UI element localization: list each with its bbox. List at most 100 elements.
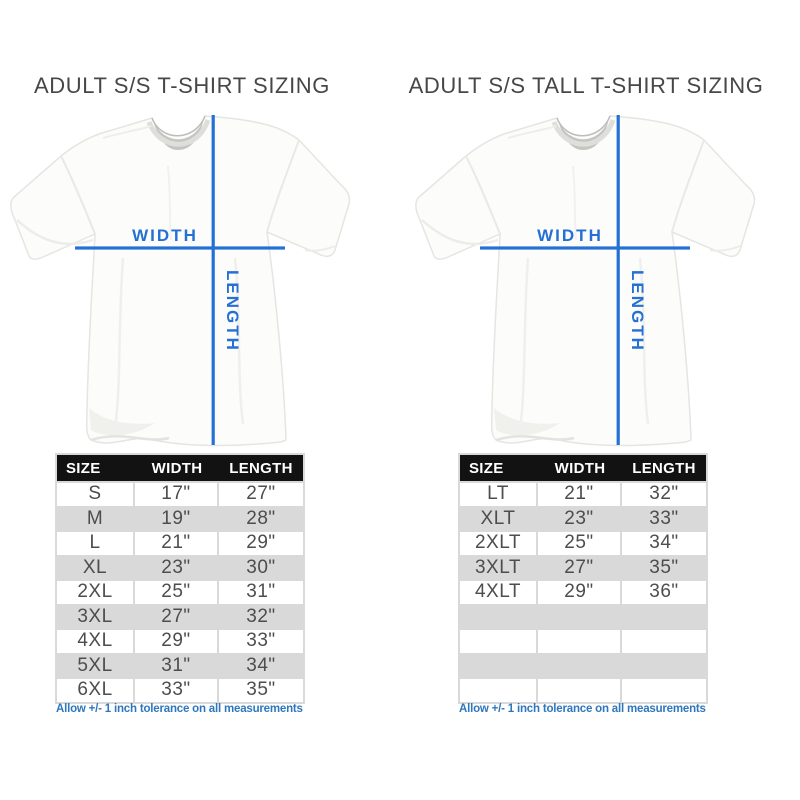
left-panel-title: ADULT S/S T-SHIRT SIZING — [34, 73, 330, 98]
length-cell: 31" — [219, 581, 303, 604]
column-header-size: SIZE — [469, 459, 504, 477]
table-body: LT 21" 32" XLT 23" 33" 2XLT 25" 34" — [460, 483, 706, 702]
size-cell — [460, 679, 536, 702]
length-cell — [622, 630, 706, 653]
size-cell: S — [57, 483, 133, 506]
right-panel-title: ADULT S/S TALL T-SHIRT SIZING — [408, 73, 764, 98]
length-cell: 30" — [219, 556, 303, 579]
length-cell: 34" — [219, 654, 303, 677]
width-cell: 33" — [135, 679, 217, 702]
size-cell — [460, 605, 536, 628]
tolerance-note-right: Allow +/- 1 inch tolerance on all measur… — [459, 703, 706, 715]
length-cell: 33" — [622, 507, 706, 530]
length-cell — [622, 679, 706, 702]
tshirt-measurement-diagram-left: WIDTH LENGTH — [3, 108, 355, 453]
length-cell: 34" — [622, 532, 706, 555]
table-row: XL 23" 30" — [57, 556, 303, 579]
width-cell: 29" — [135, 630, 217, 653]
sizing-table-tall: SIZE WIDTH LENGTH LT 21" 32" XLT 23" 33" — [458, 453, 708, 704]
table-row — [460, 679, 706, 702]
width-cell: 23" — [538, 507, 620, 530]
width-cell — [538, 679, 620, 702]
width-cell: 25" — [538, 532, 620, 555]
size-cell: L — [57, 532, 133, 555]
table-row: M 19" 28" — [57, 507, 303, 530]
table-row: 2XL 25" 31" — [57, 581, 303, 604]
width-measure-line — [75, 246, 285, 250]
width-cell — [538, 605, 620, 628]
table-header: SIZE WIDTH LENGTH — [460, 455, 706, 481]
table-row: 5XL 31" 34" — [57, 654, 303, 677]
width-measure-line — [480, 246, 690, 250]
length-cell: 29" — [219, 532, 303, 555]
width-cell: 31" — [135, 654, 217, 677]
length-cell: 27" — [219, 483, 303, 506]
sizing-table-regular: SIZE WIDTH LENGTH S 17" 27" M 19" 28" — [55, 453, 305, 704]
length-cell — [622, 605, 706, 628]
tshirt-measurement-diagram-right: WIDTH LENGTH — [408, 108, 760, 453]
tolerance-note-left: Allow +/- 1 inch tolerance on all measur… — [56, 703, 303, 715]
column-header-size: SIZE — [66, 459, 101, 477]
tshirt-graphic — [11, 116, 350, 446]
length-cell: 32" — [219, 605, 303, 628]
width-cell: 27" — [538, 556, 620, 579]
size-cell: 2XLT — [460, 532, 536, 555]
table-header: SIZE WIDTH LENGTH — [57, 455, 303, 481]
size-cell — [460, 654, 536, 677]
tshirt-graphic — [416, 116, 755, 446]
length-cell: 33" — [219, 630, 303, 653]
width-cell — [538, 630, 620, 653]
table-row — [460, 654, 706, 677]
table-body: S 17" 27" M 19" 28" L 21" 29" XL — [57, 483, 303, 702]
table-row: XLT 23" 33" — [460, 507, 706, 530]
size-cell: 5XL — [57, 654, 133, 677]
table-row: S 17" 27" — [57, 483, 303, 506]
length-cell: 32" — [622, 483, 706, 506]
table-row — [460, 605, 706, 628]
size-cell: XLT — [460, 507, 536, 530]
width-label: WIDTH — [132, 226, 198, 245]
table-row: 4XLT 29" 36" — [460, 581, 706, 604]
length-cell: 35" — [622, 556, 706, 579]
size-cell: 4XL — [57, 630, 133, 653]
length-cell: 28" — [219, 507, 303, 530]
width-cell: 25" — [135, 581, 217, 604]
table-row: 4XL 29" 33" — [57, 630, 303, 653]
width-cell: 23" — [135, 556, 217, 579]
width-label: WIDTH — [537, 226, 603, 245]
length-label: LENGTH — [223, 270, 242, 352]
length-measure-line — [616, 115, 620, 445]
table-row: 3XL 27" 32" — [57, 605, 303, 628]
length-cell: 35" — [219, 679, 303, 702]
size-cell: 3XL — [57, 605, 133, 628]
size-cell: M — [57, 507, 133, 530]
column-header-length: LENGTH — [229, 459, 293, 477]
width-cell: 19" — [135, 507, 217, 530]
width-cell: 21" — [135, 532, 217, 555]
column-header-width: WIDTH — [151, 459, 203, 477]
length-measure-line — [211, 115, 215, 445]
size-cell: 3XLT — [460, 556, 536, 579]
length-cell — [622, 654, 706, 677]
width-cell — [538, 654, 620, 677]
column-header-length: LENGTH — [632, 459, 696, 477]
size-cell — [460, 630, 536, 653]
width-cell: 17" — [135, 483, 217, 506]
table-row: 3XLT 27" 35" — [460, 556, 706, 579]
size-cell: 6XL — [57, 679, 133, 702]
length-cell: 36" — [622, 581, 706, 604]
width-cell: 27" — [135, 605, 217, 628]
table-row: L 21" 29" — [57, 532, 303, 555]
size-cell: 4XLT — [460, 581, 536, 604]
table-row: LT 21" 32" — [460, 483, 706, 506]
width-cell: 21" — [538, 483, 620, 506]
table-row: 6XL 33" 35" — [57, 679, 303, 702]
size-cell: LT — [460, 483, 536, 506]
size-cell: 2XL — [57, 581, 133, 604]
width-cell: 29" — [538, 581, 620, 604]
size-cell: XL — [57, 556, 133, 579]
table-row — [460, 630, 706, 653]
column-header-width: WIDTH — [554, 459, 606, 477]
length-label: LENGTH — [628, 270, 647, 352]
